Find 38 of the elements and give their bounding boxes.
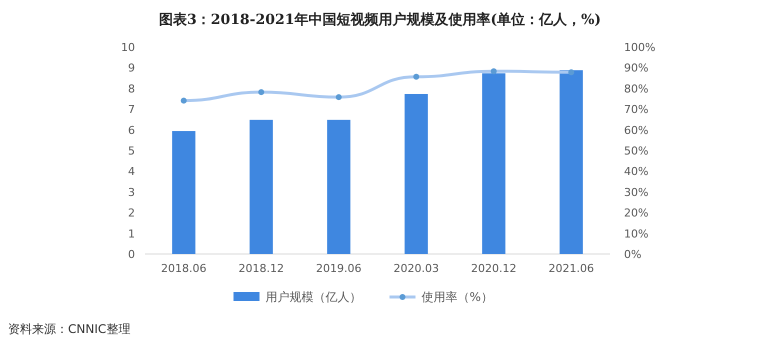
y-tick-label: 1	[128, 227, 135, 240]
y2-tick-label: 60%	[624, 124, 648, 137]
text: 资料来源：CNNIC整理	[8, 322, 130, 336]
y2-tick-label: 90%	[624, 62, 648, 75]
chart-title: 图表3：2018-2021年中国短视频用户规模及使用率(单位：亿人，%)	[158, 11, 602, 28]
x-tick-label: 2020.12	[471, 262, 516, 275]
bar	[250, 120, 273, 254]
x-tick-label: 2018.06	[161, 262, 206, 275]
bar	[327, 120, 350, 254]
bar	[482, 73, 506, 254]
legend-label: 用户规模（亿人）	[266, 290, 362, 304]
bar	[172, 131, 196, 254]
y-tick-label: 3	[128, 186, 135, 199]
y2-tick-label: 80%	[624, 82, 648, 96]
y-tick-label: 2	[128, 206, 135, 220]
x-tick-label: 2020.03	[394, 262, 439, 275]
y-tick-label: 5	[128, 144, 135, 158]
y-tick-label: 0	[128, 248, 135, 261]
y2-tick-label: 50%	[624, 144, 648, 158]
x-tick-label: 2018.12	[238, 262, 284, 275]
bar	[404, 94, 428, 254]
x-tick-label: 2021.06	[548, 262, 594, 275]
legend-label: 使用率（%）	[422, 290, 493, 304]
y-tick-label: 9	[128, 62, 135, 75]
y-tick-label: 7	[128, 103, 135, 116]
y-tick-label: 8	[128, 82, 135, 96]
y2-tick-label: 100%	[624, 41, 656, 54]
y2-tick-label: 10%	[624, 227, 648, 240]
y2-tick-label: 20%	[624, 206, 648, 220]
y2-tick-label: 40%	[624, 165, 648, 178]
y2-tick-label: 0%	[624, 248, 642, 261]
y2-tick-label: 70%	[624, 103, 648, 116]
bar	[560, 70, 583, 254]
y2-tick-label: 30%	[624, 186, 648, 199]
y-tick-label: 10	[121, 41, 135, 54]
x-tick-label: 2019.06	[316, 262, 362, 275]
y-tick-label: 4	[128, 165, 135, 178]
y-tick-label: 6	[128, 124, 135, 137]
